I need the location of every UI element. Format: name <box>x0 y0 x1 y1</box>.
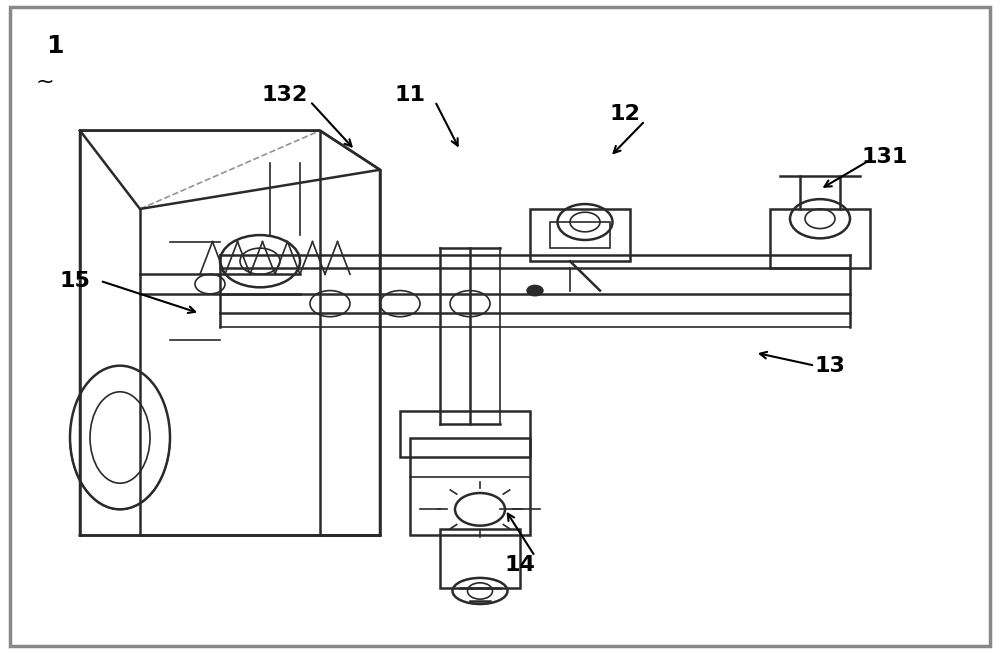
Text: ~: ~ <box>36 72 54 91</box>
Text: 14: 14 <box>505 555 535 575</box>
Text: 12: 12 <box>610 104 640 124</box>
Text: 132: 132 <box>262 85 308 104</box>
Text: 1: 1 <box>46 34 64 57</box>
Text: 15: 15 <box>60 271 90 291</box>
Text: 131: 131 <box>862 147 908 167</box>
Text: 11: 11 <box>394 85 426 104</box>
Text: 13: 13 <box>815 356 845 375</box>
Circle shape <box>527 285 543 296</box>
Bar <box>410 438 530 535</box>
Bar <box>400 411 530 457</box>
Bar <box>440 529 520 588</box>
Bar <box>530 209 630 261</box>
Bar <box>550 222 610 248</box>
Bar <box>770 209 870 268</box>
